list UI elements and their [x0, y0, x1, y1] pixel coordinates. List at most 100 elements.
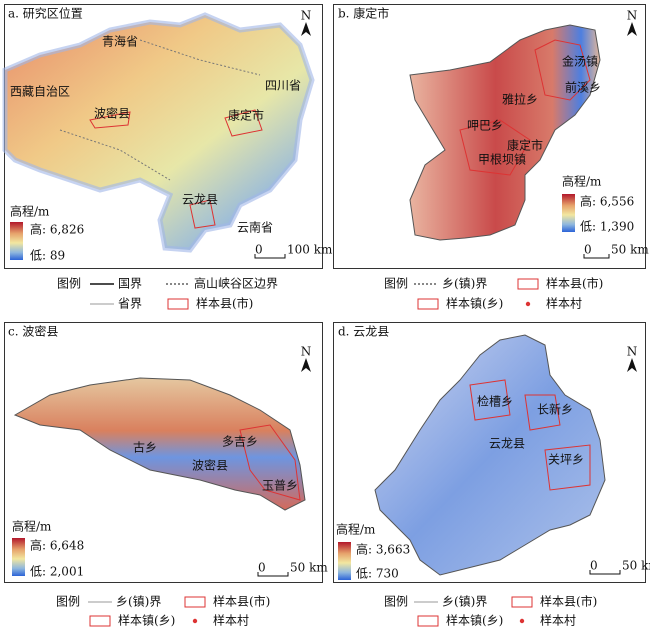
panel-title: a. 研究区位置	[8, 6, 83, 21]
legend-glyph	[167, 298, 189, 310]
legend-glyph	[525, 301, 531, 307]
place-label: 甲根坝镇	[478, 153, 526, 167]
legend-item: 样本县(市)	[213, 594, 270, 609]
legend-item: 乡(镇)界	[442, 277, 487, 291]
scale-label: 100 km	[287, 243, 333, 257]
legend-item: 国界	[118, 277, 142, 291]
county-outline	[189, 199, 216, 229]
scale-bar	[589, 570, 621, 575]
place-label: 金汤镇	[562, 54, 598, 69]
place-label: 长新乡	[537, 402, 573, 417]
place-label: 云龙县	[182, 193, 218, 207]
legend-glyph	[511, 596, 533, 608]
elevation-high: 高: 6,826	[30, 222, 84, 237]
boundary-line	[59, 39, 261, 181]
place-label: 康定市	[507, 138, 543, 153]
legend-item: 样本县(市)	[196, 296, 253, 311]
elevation-low: 低: 1,390	[580, 220, 634, 234]
place-label: 四川省	[265, 79, 301, 93]
legend-item: 样本镇(乡)	[446, 613, 503, 628]
legend-heading: 图例	[56, 595, 80, 609]
place-label: 关坪乡	[548, 453, 584, 467]
place-label: 古乡	[133, 440, 157, 455]
place-label: 雅拉乡	[502, 92, 538, 107]
place-label: 康定市	[228, 108, 264, 123]
place-label: 检槽乡	[477, 394, 513, 409]
north-label: N	[627, 345, 638, 359]
scale-bar	[257, 572, 289, 577]
north-arrow	[301, 22, 311, 36]
elevation-low: 低: 89	[30, 249, 65, 263]
elevation-ramp	[12, 538, 25, 576]
elevation-ramp	[338, 542, 351, 580]
place-label: 西藏自治区	[10, 85, 70, 99]
legend-glyph	[89, 615, 111, 627]
legend-heading: 图例	[384, 595, 408, 609]
legend-glyph	[417, 298, 439, 310]
legend-glyph	[517, 278, 539, 290]
town-outline	[239, 424, 301, 501]
scale-label: 50 km	[622, 559, 650, 573]
panel-title: c. 波密县	[8, 324, 58, 339]
elevation-low: 低: 2,001	[30, 565, 84, 579]
elevation-title: 高程/m	[12, 519, 52, 534]
legend-heading: 图例	[57, 277, 81, 291]
place-label: 云龙县	[489, 437, 525, 451]
place-label: 青海省	[102, 34, 138, 49]
legend-item: 省界	[118, 297, 142, 311]
elevation-low: 低: 730	[356, 567, 399, 581]
legend-item: 样本村	[546, 296, 582, 311]
legend-item: 样本村	[213, 613, 249, 628]
elevation-title: 高程/m	[562, 174, 602, 189]
panel-title: b. 康定市	[338, 6, 389, 21]
map-region	[409, 24, 601, 241]
legend-item: 样本镇(乡)	[118, 613, 175, 628]
scale-zero: 0	[255, 243, 263, 257]
place-label: 玉普乡	[262, 479, 298, 493]
county-outline	[89, 111, 131, 129]
north-label: N	[301, 345, 312, 359]
elevation-title: 高程/m	[336, 522, 376, 537]
legend-glyph	[192, 618, 198, 624]
place-label: 波密县	[94, 106, 130, 121]
place-label: 前溪乡	[565, 80, 601, 95]
place-label: 波密县	[192, 458, 228, 473]
elevation-high: 高: 3,663	[356, 542, 410, 557]
legend-glyph	[519, 618, 525, 624]
place-label: 云南省	[237, 220, 273, 235]
map-region	[13, 377, 306, 511]
labels: a. 研究区位置 N 高程/m 高: 6,826 低: 89 0 100 km 青海省西藏自治…	[8, 6, 650, 628]
north-arrow	[301, 358, 311, 372]
place-label: 呷巴乡	[467, 119, 503, 133]
town-outline	[459, 39, 591, 176]
north-arrow	[627, 358, 637, 372]
legend-heading: 图例	[384, 277, 408, 291]
town-outline	[469, 379, 591, 491]
scale-label: 50 km	[290, 561, 328, 575]
scale-label: 50 km	[611, 243, 649, 257]
elevation-high: 高: 6,556	[580, 194, 634, 209]
legend-glyph	[417, 615, 439, 627]
scale-zero: 0	[584, 243, 592, 257]
elevation-title: 高程/m	[10, 204, 50, 219]
north-label: N	[627, 9, 638, 23]
map-region	[2, 12, 315, 253]
legend-item: 样本县(市)	[546, 276, 603, 291]
scale-zero: 0	[590, 559, 598, 573]
elevation-ramp	[10, 222, 23, 260]
scale-bar	[583, 254, 610, 259]
north-arrow	[627, 22, 637, 36]
legend-item: 样本村	[540, 613, 576, 628]
scale-bar	[254, 254, 286, 259]
legend-item: 高山峡谷区边界	[194, 276, 278, 291]
panel-title: d. 云龙县	[338, 325, 389, 339]
county-outline	[224, 109, 263, 137]
elevation-high: 高: 6,648	[30, 538, 84, 553]
place-label: 多吉乡	[222, 435, 258, 449]
legend-item: 样本县(市)	[540, 594, 597, 609]
legend-item: 乡(镇)界	[116, 595, 161, 609]
legend-item: 样本镇(乡)	[446, 296, 503, 311]
elevation-ramp	[562, 194, 575, 232]
scale-zero: 0	[258, 561, 266, 575]
